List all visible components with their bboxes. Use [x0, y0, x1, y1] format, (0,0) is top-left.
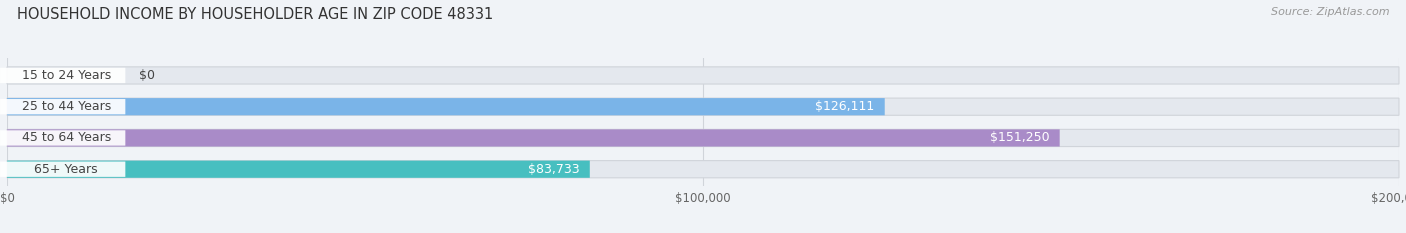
- FancyBboxPatch shape: [7, 98, 1399, 115]
- Text: $83,733: $83,733: [527, 163, 579, 176]
- Text: HOUSEHOLD INCOME BY HOUSEHOLDER AGE IN ZIP CODE 48331: HOUSEHOLD INCOME BY HOUSEHOLDER AGE IN Z…: [17, 7, 494, 22]
- FancyBboxPatch shape: [7, 161, 589, 178]
- FancyBboxPatch shape: [0, 130, 125, 146]
- Text: Source: ZipAtlas.com: Source: ZipAtlas.com: [1271, 7, 1389, 17]
- FancyBboxPatch shape: [0, 161, 125, 177]
- FancyBboxPatch shape: [7, 67, 1399, 84]
- Text: 45 to 64 Years: 45 to 64 Years: [21, 131, 111, 144]
- Text: $126,111: $126,111: [815, 100, 875, 113]
- FancyBboxPatch shape: [7, 129, 1060, 147]
- Text: $151,250: $151,250: [990, 131, 1049, 144]
- FancyBboxPatch shape: [7, 129, 1399, 147]
- Text: 25 to 44 Years: 25 to 44 Years: [21, 100, 111, 113]
- FancyBboxPatch shape: [7, 98, 884, 115]
- FancyBboxPatch shape: [7, 161, 1399, 178]
- FancyBboxPatch shape: [0, 68, 125, 83]
- Text: 65+ Years: 65+ Years: [34, 163, 98, 176]
- FancyBboxPatch shape: [0, 99, 125, 114]
- Text: 15 to 24 Years: 15 to 24 Years: [21, 69, 111, 82]
- Text: $0: $0: [139, 69, 155, 82]
